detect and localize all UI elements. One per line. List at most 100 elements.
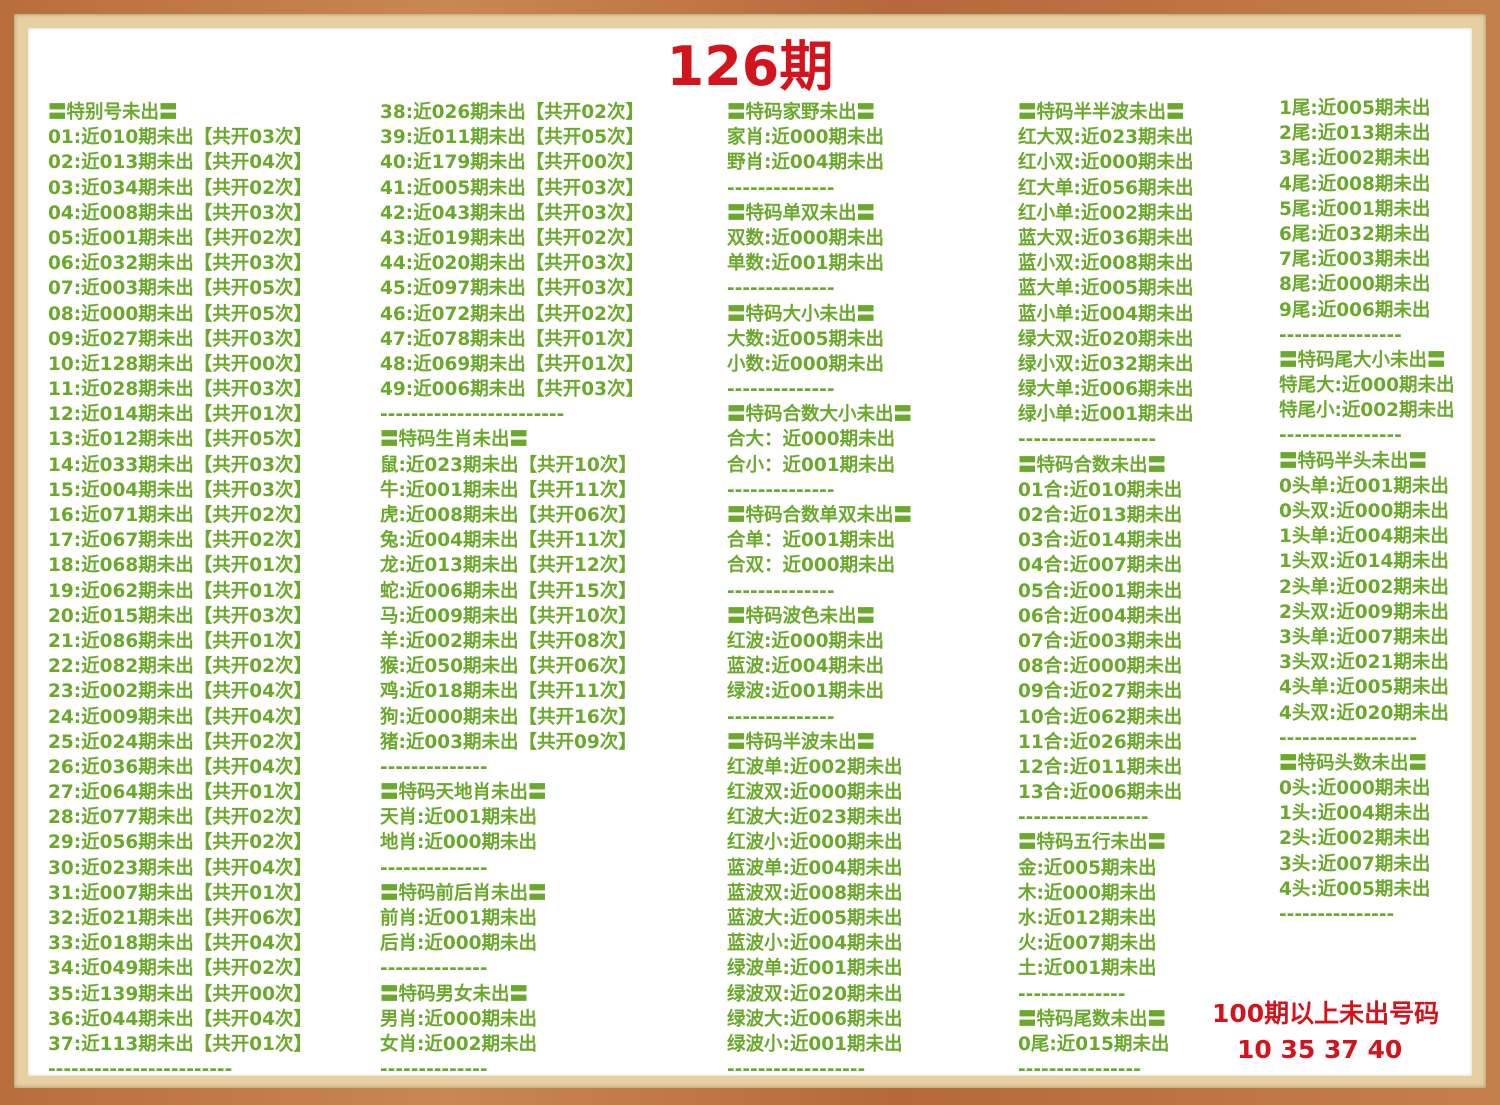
list-item: 鼠:近023期未出【共开10次】 [380, 454, 637, 476]
footer-label: 100期以上未出号码 [1212, 999, 1440, 1028]
list-item: 12:近014期未出【共开01次】 [48, 404, 313, 426]
list-item: 红波大:近023期未出 [727, 807, 903, 829]
list-item: 39:近011期未出【共开05次】 [380, 127, 645, 149]
list-item: 3头双:近021期未出 [1279, 652, 1449, 674]
list-item: 06合:近004期未出 [1018, 605, 1183, 627]
list-item: 04合:近007期未出 [1018, 555, 1183, 577]
list-item: 02合:近013期未出 [1018, 505, 1183, 526]
list-item: 蓝大单:近005期未出 [1018, 278, 1194, 300]
list-item: 蓝小双:近008期未出 [1018, 253, 1194, 275]
list-item: 04:近008期未出【共开03次】 [48, 202, 313, 224]
list-item: 小数:近000期未出 [727, 353, 885, 375]
list-item: 木:近000期未出 [1018, 882, 1157, 904]
list-item: 2头双:近009期未出 [1279, 601, 1449, 623]
list-item: 红波单:近002期未出 [727, 756, 903, 778]
list-item: 05合:近001期未出 [1018, 580, 1183, 602]
divider: ---------------- [1018, 1059, 1141, 1081]
section-heading: 〓特码波色未出〓 [727, 605, 876, 627]
list-item: 蓝大双:近036期未出 [1018, 227, 1194, 249]
divider: ------------------ [1018, 429, 1157, 451]
list-item: 38:近026期未出【共开02次】 [380, 102, 645, 123]
divider: -------------- [727, 580, 835, 602]
section-heading: 〓特码合数单双未出〓 [727, 505, 913, 526]
divider: ------------------ [1279, 727, 1418, 749]
section-heading: 〓特码半半波未出〓 [1018, 102, 1185, 123]
list-item: 1尾:近005期未出 [1279, 98, 1431, 119]
list-item: 13合:近006期未出 [1018, 782, 1183, 804]
list-item: 3头:近007期未出 [1279, 853, 1431, 875]
list-item: 家肖:近000期未出 [727, 127, 885, 149]
divider: ---------------- [1279, 425, 1402, 447]
section-heading: 〓特别号未出〓 [48, 102, 178, 123]
list-item: 火:近007期未出 [1018, 933, 1157, 955]
list-item: 16:近071期未出【共开02次】 [48, 505, 313, 526]
list-item: 2头单:近002期未出 [1279, 576, 1449, 598]
list-item: 大数:近005期未出 [727, 328, 885, 350]
list-item: 狗:近000期未出【共开16次】 [380, 706, 637, 728]
list-item: 28:近077期未出【共开02次】 [48, 807, 313, 829]
list-item: 合大：近000期未出 [727, 429, 896, 451]
list-item: 49:近006期未出【共开03次】 [380, 379, 645, 401]
list-item: 合小：近001期未出 [727, 454, 896, 476]
divider: -------------- [727, 177, 835, 199]
list-item: 14:近033期未出【共开03次】 [48, 454, 313, 476]
list-item: 32:近021期未出【共开06次】 [48, 908, 313, 929]
list-item: 8尾:近000期未出 [1279, 274, 1431, 296]
list-item: 红大双:近023期未出 [1018, 127, 1194, 149]
list-item: 21:近086期未出【共开01次】 [48, 630, 313, 652]
list-item: 前肖:近001期未出 [380, 908, 538, 929]
section-heading: 〓特码合数大小未出〓 [727, 404, 913, 426]
section-heading: 〓特码前后肖未出〓 [380, 882, 547, 904]
column-2: 38:近026期未出【共开02次】 39:近011期未出【共开05次】 40:近17… [380, 100, 644, 1082]
section-heading: 〓特码半波未出〓 [727, 731, 876, 753]
divider: -------------- [727, 278, 835, 300]
divider: -------------- [727, 706, 835, 728]
divider: -------------- [727, 379, 835, 401]
list-item: 07:近003期未出【共开05次】 [48, 278, 313, 300]
section-heading: 〓特码大小未出〓 [727, 303, 876, 325]
list-item: 绿波大:近006期未出 [727, 1008, 903, 1030]
list-item: 2头:近002期未出 [1279, 828, 1431, 850]
section-heading: 〓特码男女未出〓 [380, 983, 529, 1005]
list-item: 31:近007期未出【共开01次】 [48, 882, 313, 904]
list-item: 土:近001期未出 [1018, 958, 1157, 980]
divider: -------------- [380, 857, 488, 879]
list-item: 09合:近027期未出 [1018, 681, 1183, 703]
list-item: 野肖:近004期未出 [727, 152, 885, 174]
section-heading: 〓特码生肖未出〓 [380, 429, 529, 451]
list-item: 08:近000期未出【共开05次】 [48, 303, 313, 325]
divider: ---------------- [1279, 324, 1402, 346]
list-item: 红波:近000期未出 [727, 630, 885, 652]
list-item: 水:近012期未出 [1018, 908, 1157, 929]
divider: -------------- [380, 756, 488, 778]
list-item: 绿波单:近001期未出 [727, 958, 903, 980]
list-item: 蓝波双:近008期未出 [727, 882, 903, 904]
list-item: 特尾小:近002期未出 [1279, 400, 1455, 422]
divider: --------------- [1279, 904, 1395, 925]
list-item: 蓝波单:近004期未出 [727, 857, 903, 879]
column-4: 〓特码半半波未出〓 红大双:近023期未出 红小双:近000期未出 红大单:近056期… [1018, 100, 1194, 1082]
list-item: 03合:近014期未出 [1018, 530, 1183, 552]
list-item: 34:近049期未出【共开02次】 [48, 958, 313, 980]
list-item: 24:近009期未出【共开04次】 [48, 706, 313, 728]
section-heading: 〓特码单双未出〓 [727, 202, 876, 224]
divider: -------------- [1018, 983, 1126, 1005]
column-3: 〓特码家野未出〓 家肖:近000期未出 野肖:近004期未出 ------------… [727, 100, 912, 1082]
section-heading: 〓特码合数未出〓 [1018, 454, 1167, 476]
section-heading: 〓特码尾大小未出〓 [1279, 349, 1446, 371]
section-heading: 〓特码尾数未出〓 [1018, 1008, 1167, 1030]
divider: -------------- [380, 958, 488, 980]
list-item: 红波双:近000期未出 [727, 782, 903, 804]
list-item: 1头双:近014期未出 [1279, 551, 1449, 573]
page-title: 126期 [666, 35, 834, 98]
list-item: 马:近009期未出【共开10次】 [380, 605, 637, 627]
list-item: 双数:近000期未出 [727, 227, 885, 249]
list-item: 蓝波小:近004期未出 [727, 933, 903, 955]
list-item: 35:近139期未出【共开00次】 [48, 983, 313, 1005]
list-item: 48:近069期未出【共开01次】 [380, 353, 645, 375]
list-item: 40:近179期未出【共开00次】 [380, 152, 645, 174]
list-item: 红波小:近000期未出 [727, 832, 903, 854]
section-heading: 〓特码家野未出〓 [727, 102, 876, 123]
list-item: 12合:近011期未出 [1018, 756, 1183, 778]
list-item: 44:近020期未出【共开03次】 [380, 253, 645, 275]
